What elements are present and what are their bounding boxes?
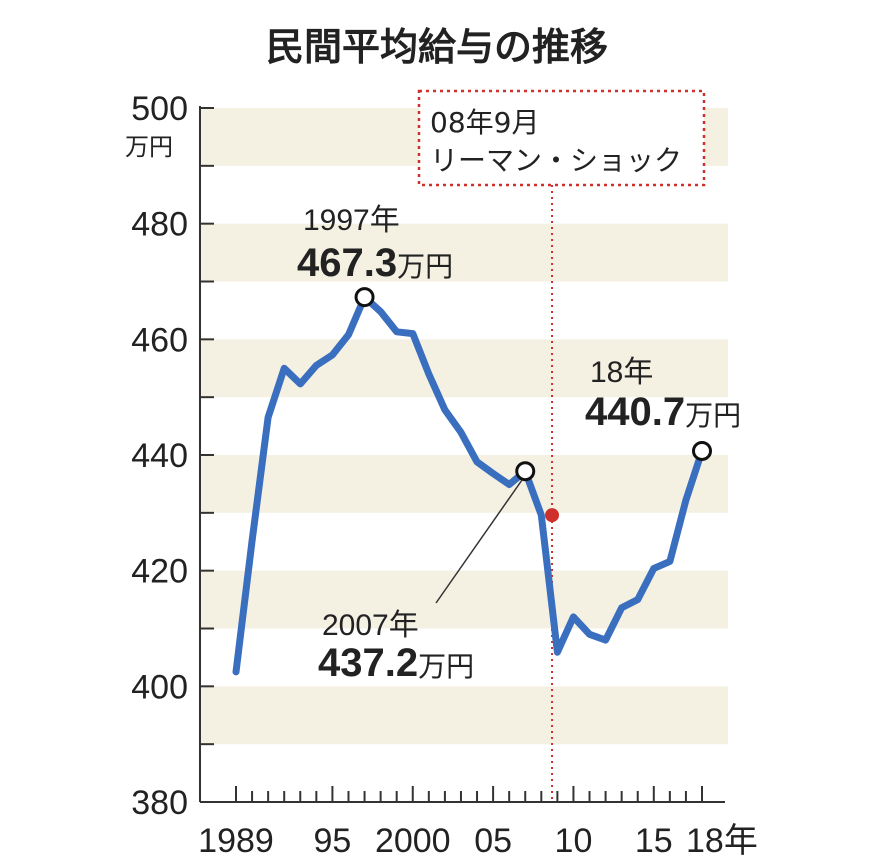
event-label-line2: リーマン・ショック [430, 144, 682, 177]
event-label-box [417, 89, 706, 187]
annotation-2007-unit: 万円 [418, 650, 474, 683]
highlight-point-2018 [692, 440, 712, 461]
annotation-1997-value-line: 467.3万円 [297, 241, 453, 285]
annotation-2018-year: 18年 [590, 356, 653, 389]
y-tick-label: 400 [131, 668, 188, 706]
event-label-line1: 08年9月 [430, 106, 539, 139]
x-tick-label: 05 [474, 822, 512, 860]
annotation-2007-leader-line [435, 479, 523, 604]
chart-title: 民間平均給与の推移 [266, 25, 608, 69]
x-axis-ticks: 1989 95 2000 05 10 15 18年 [198, 786, 758, 860]
x-tick-label: 10 [555, 822, 593, 860]
grid-band [200, 223, 728, 282]
y-tick-label: 500 [131, 90, 188, 128]
x-tick-label: 1989 [198, 822, 274, 860]
annotation-1997-year: 1997年 [303, 204, 400, 237]
plot-area [232, 287, 712, 676]
x-tick-label: 2000 [375, 822, 451, 860]
annotation-2018-value: 440.7 [585, 390, 685, 434]
highlight-point-1997 [354, 287, 375, 308]
x-tick-label: 15 [635, 822, 673, 860]
y-tick-label: 480 [131, 206, 188, 244]
y-axis-ticks: 500 480 460 440 420 400 380 [131, 90, 214, 822]
event-point [545, 508, 560, 523]
y-tick-label: 440 [131, 437, 188, 475]
y-tick-label: 460 [131, 321, 188, 359]
grid-band [200, 686, 728, 745]
event-marker-group [545, 185, 560, 802]
annotation-2007-value-line: 437.2万円 [318, 641, 474, 685]
x-tick-label: 18年 [686, 822, 758, 860]
y-tick-label: 380 [131, 784, 188, 822]
y-axis-unit: 万円 [125, 133, 173, 161]
annotation-2018-unit: 万円 [685, 399, 741, 432]
x-tick-label: 95 [313, 822, 351, 860]
series-line [232, 293, 706, 676]
annotation-1997-unit: 万円 [397, 250, 453, 283]
annotation-2018-value-line: 440.7万円 [585, 390, 741, 434]
annotation-2007-value: 437.2 [318, 641, 418, 685]
grid-band [200, 455, 728, 513]
y-tick-label: 420 [131, 553, 188, 591]
annotation-1997-value: 467.3 [297, 241, 397, 285]
annotation-2007-year: 2007年 [322, 609, 419, 642]
highlight-point-2007 [515, 461, 536, 482]
